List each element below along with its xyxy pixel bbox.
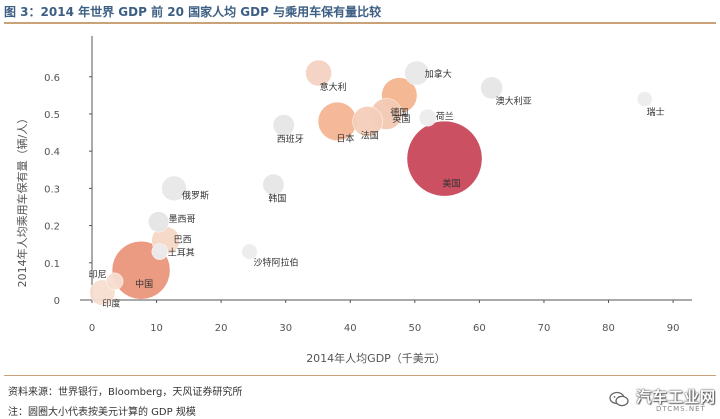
bubble-瑞士 bbox=[636, 91, 653, 107]
point-label-巴西: 巴西 bbox=[174, 234, 192, 245]
point-label-西班牙: 西班牙 bbox=[277, 133, 304, 145]
point-label-沙特阿拉伯: 沙特阿拉伯 bbox=[254, 257, 299, 269]
watermark: 汽车工业网 DTCMS.NET bbox=[608, 386, 716, 416]
wechat-icon bbox=[609, 391, 629, 407]
bubble-法国 bbox=[352, 106, 384, 137]
y-tick-label: 0.3 bbox=[44, 184, 60, 195]
size-note: 注：圆圈大小代表按美元计算的 GDP 规模 bbox=[8, 407, 196, 418]
bubble-墨西哥 bbox=[147, 211, 170, 233]
y-tick-label: 0.5 bbox=[44, 110, 60, 121]
bubble-意大利 bbox=[305, 59, 332, 87]
x-tick-label: 60 bbox=[473, 323, 486, 334]
footer-divider bbox=[4, 375, 716, 376]
y-axis-label: 2014年人均乘用车保有量（辆/人） bbox=[15, 113, 29, 288]
x-tick-label: 70 bbox=[538, 323, 551, 334]
x-axis-label: 2014年人均GDP（千美元） bbox=[306, 351, 446, 365]
point-label-俄罗斯: 俄罗斯 bbox=[182, 189, 209, 201]
point-label-英国: 英国 bbox=[392, 113, 410, 125]
x-tick-label: 10 bbox=[150, 323, 163, 334]
point-label-印度: 印度 bbox=[102, 298, 120, 310]
x-tick-label: 30 bbox=[279, 323, 292, 334]
point-label-德国: 德国 bbox=[390, 106, 408, 118]
point-label-瑞士: 瑞士 bbox=[647, 106, 665, 118]
bubble-加拿大 bbox=[404, 60, 430, 86]
bubble-西班牙 bbox=[272, 114, 295, 137]
point-label-澳大利亚: 澳大利亚 bbox=[496, 95, 532, 107]
point-label-中国: 中国 bbox=[135, 278, 153, 290]
x-tick-label: 50 bbox=[408, 323, 421, 334]
point-label-意大利: 意大利 bbox=[320, 81, 347, 93]
point-label-日本: 日本 bbox=[336, 132, 354, 144]
x-tick-label: 40 bbox=[344, 323, 357, 334]
bubble-荷兰 bbox=[418, 108, 437, 127]
bubble-沙特阿拉伯 bbox=[241, 243, 258, 260]
y-tick-label: 0 bbox=[54, 296, 60, 307]
point-label-美国: 美国 bbox=[443, 178, 461, 190]
chart-title: 图 3：2014 年世界 GDP 前 20 国家人均 GDP 与乘用车保有量比较 bbox=[4, 2, 716, 24]
point-label-加拿大: 加拿大 bbox=[425, 68, 452, 80]
y-tick-label: 0.1 bbox=[44, 259, 60, 270]
y-tick-label: 0.6 bbox=[44, 73, 60, 84]
bubble-俄罗斯 bbox=[161, 175, 187, 202]
y-tick-label: 0.2 bbox=[44, 222, 60, 233]
point-label-土耳其: 土耳其 bbox=[168, 247, 195, 259]
x-tick-label: 20 bbox=[215, 323, 228, 334]
bubble-韩国 bbox=[262, 173, 285, 196]
x-tick-label: 80 bbox=[602, 323, 615, 334]
point-label-韩国: 韩国 bbox=[268, 193, 286, 205]
y-tick-label: 0.4 bbox=[44, 147, 60, 158]
watermark-subtext: DTCMS.NET bbox=[656, 405, 706, 413]
point-label-墨西哥: 墨西哥 bbox=[169, 214, 196, 225]
bubble-印尼 bbox=[105, 272, 124, 291]
point-label-荷兰: 荷兰 bbox=[436, 111, 454, 123]
bubble-土耳其 bbox=[151, 243, 169, 260]
watermark-text: 汽车工业网 bbox=[636, 388, 717, 406]
point-label-法国: 法国 bbox=[361, 129, 379, 141]
bubble-美国 bbox=[406, 120, 483, 197]
x-tick-label: 0 bbox=[89, 323, 95, 334]
source-note: 资料来源：世界银行，Bloomberg，天风证券研究所 bbox=[8, 387, 243, 398]
bubble-澳大利亚 bbox=[480, 76, 503, 100]
point-label-印尼: 印尼 bbox=[89, 268, 107, 280]
x-tick-label: 90 bbox=[667, 323, 680, 334]
